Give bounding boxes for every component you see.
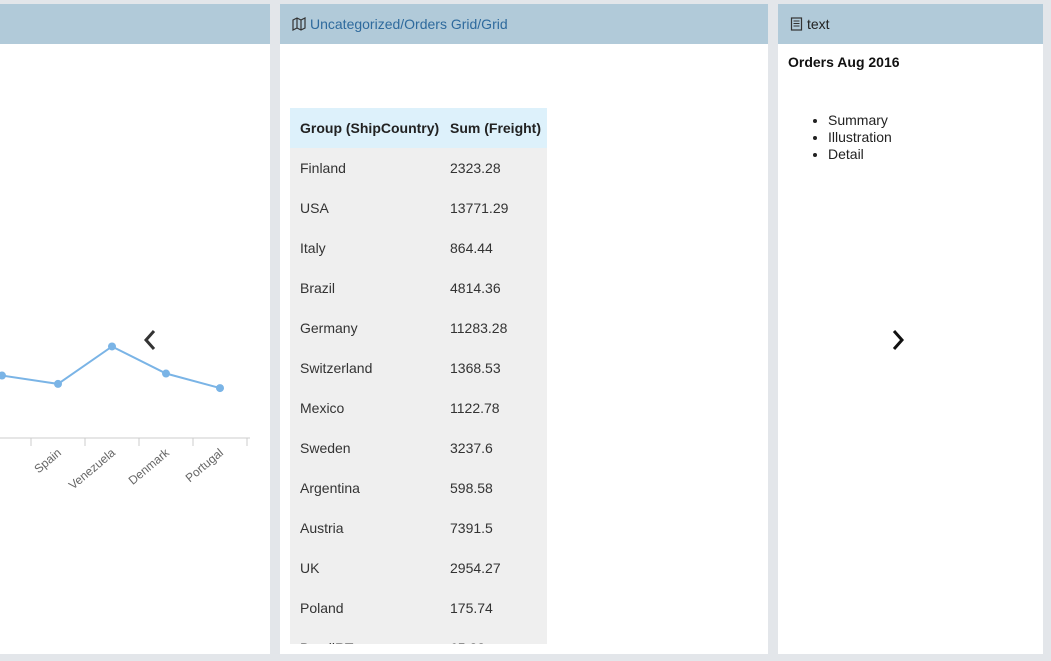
- previous-slide-button[interactable]: [140, 328, 160, 352]
- cell-shipcountry: Mexico: [300, 400, 345, 416]
- table-row[interactable]: Italy 864.44: [290, 228, 547, 268]
- cell-freight: 11283.28: [450, 320, 508, 336]
- data-point[interactable]: [54, 379, 62, 388]
- text-panel-title: text: [807, 16, 830, 32]
- text-panel: text Orders Aug 2016 Summary Illustratio…: [778, 4, 1043, 654]
- cell-shipcountry: USA: [300, 200, 329, 216]
- cell-freight: 3237.6: [450, 440, 493, 456]
- text-list: Summary Illustration Detail: [828, 112, 892, 163]
- cell-freight: 13771.29: [450, 200, 509, 216]
- cell-shipcountry: Argentina: [300, 480, 360, 496]
- next-slide-button[interactable]: [888, 328, 908, 352]
- table-row[interactable]: USA 13771.29: [290, 188, 547, 228]
- series-line: [0, 345, 221, 390]
- cell-freight: 7391.5: [450, 520, 493, 536]
- grid-panel-title-link[interactable]: Uncategorized/Orders Grid/Grid: [310, 16, 508, 32]
- cell-freight: 864.44: [450, 240, 493, 256]
- cell-shipcountry: BrazilRT: [290, 640, 440, 644]
- cell-shipcountry: UK: [300, 560, 320, 576]
- cell-shipcountry: Poland: [300, 600, 344, 616]
- data-point[interactable]: [216, 384, 224, 393]
- x-tick-label: Venezuela: [66, 445, 118, 492]
- x-tick-label: Denmark: [126, 445, 173, 488]
- cell-shipcountry: Italy: [300, 240, 326, 256]
- chevron-right-icon: [892, 330, 905, 350]
- cell-freight: 175.74: [450, 600, 493, 616]
- cell-shipcountry: Switzerland: [300, 360, 373, 376]
- cell-shipcountry: Sweden: [300, 440, 351, 456]
- table-row[interactable]: Brazil 4814.36: [290, 268, 547, 308]
- cell-freight: 65.83: [440, 640, 547, 644]
- cell-freight: 4814.36: [450, 280, 501, 296]
- text-panel-header: text: [778, 4, 1043, 44]
- list-item: Illustration: [828, 129, 892, 146]
- orders-grid: Group (ShipCountry) Sum (Freight) Finlan…: [290, 108, 547, 644]
- data-point: [0, 371, 6, 380]
- cell-freight: 1368.53: [450, 360, 501, 376]
- chart-panel: Spain Venezuela Denmark Portugal: [0, 4, 270, 654]
- grid-header-row: Group (ShipCountry) Sum (Freight): [290, 108, 547, 148]
- text-heading: Orders Aug 2016: [788, 54, 900, 70]
- cell-shipcountry: Germany: [300, 320, 358, 336]
- x-tick-label: Portugal: [183, 446, 226, 485]
- list-item: Detail: [828, 146, 892, 163]
- table-row[interactable]: Poland 175.74: [290, 588, 547, 628]
- cell-freight: 2954.27: [450, 560, 501, 576]
- list-item: Summary: [828, 112, 892, 129]
- data-point[interactable]: [162, 369, 170, 378]
- grid-body: Finland 2323.28 USA 13771.29 Italy 864.44 Braz…: [290, 148, 547, 644]
- cell-shipcountry: Brazil: [300, 280, 336, 296]
- cell-shipcountry: Austria: [300, 520, 344, 536]
- chevron-left-icon: [143, 330, 156, 350]
- table-row[interactable]: Switzerland 1368.53: [290, 348, 547, 388]
- grid-panel: Uncategorized/Orders Grid/Grid Group (Sh…: [280, 4, 768, 654]
- column-header-shipcountry[interactable]: Group (ShipCountry): [300, 120, 440, 136]
- cell-freight: 2323.28: [450, 160, 501, 176]
- map-icon: [292, 17, 306, 31]
- data-point[interactable]: [108, 342, 116, 351]
- table-row[interactable]: Austria 7391.5: [290, 508, 547, 548]
- line-chart: Spain Venezuela Denmark Portugal: [0, 342, 250, 492]
- table-row[interactable]: Argentina 598.58: [290, 468, 547, 508]
- chart-panel-header: [0, 4, 270, 44]
- table-row[interactable]: Germany 11283.28: [290, 308, 547, 348]
- document-icon: [790, 17, 803, 31]
- table-row[interactable]: Mexico 1122.78: [290, 388, 547, 428]
- cell-shipcountry: Finland: [300, 160, 346, 176]
- table-row[interactable]: Sweden 3237.6: [290, 428, 547, 468]
- cell-freight: 598.58: [450, 480, 493, 496]
- grid-panel-header: Uncategorized/Orders Grid/Grid: [280, 4, 768, 44]
- table-row[interactable]: BrazilRT65.83: [290, 628, 547, 644]
- column-header-freight[interactable]: Sum (Freight): [450, 120, 541, 136]
- table-row[interactable]: UK 2954.27: [290, 548, 547, 588]
- cell-freight: 1122.78: [450, 400, 500, 416]
- x-tick-label: Spain: [31, 446, 64, 476]
- table-row[interactable]: Finland 2323.28: [290, 148, 547, 188]
